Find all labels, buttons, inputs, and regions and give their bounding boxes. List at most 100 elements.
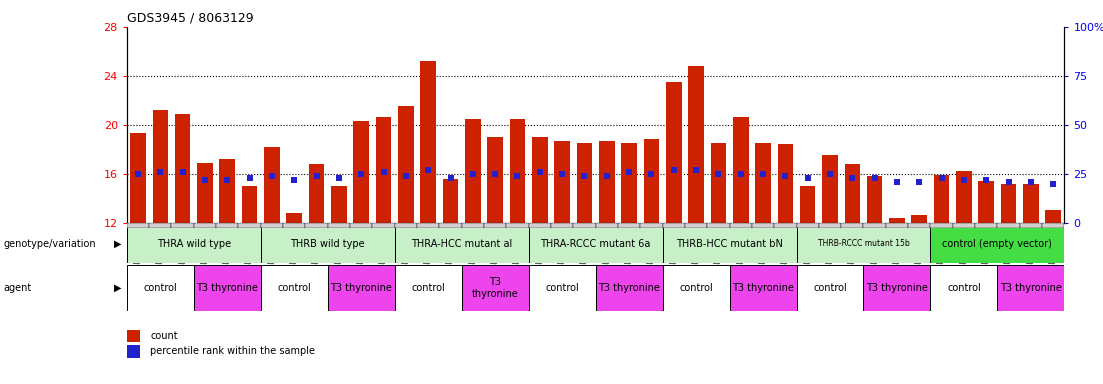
Bar — [577, 143, 592, 223]
Text: THRA-RCCC mutant 6a: THRA-RCCC mutant 6a — [540, 239, 651, 249]
Bar — [127, 223, 149, 228]
Bar — [219, 159, 235, 223]
Bar — [194, 265, 260, 311]
Bar — [260, 265, 328, 311]
Point — [844, 175, 861, 181]
Bar — [194, 223, 216, 228]
Bar — [688, 66, 704, 223]
Text: control: control — [545, 283, 579, 293]
Bar — [528, 265, 596, 311]
Bar — [528, 225, 663, 263]
Point — [709, 170, 727, 177]
Bar — [555, 141, 570, 223]
Bar — [306, 223, 328, 228]
Point — [955, 177, 973, 183]
Point — [308, 173, 325, 179]
Bar — [666, 82, 682, 223]
Point — [888, 179, 906, 185]
Bar — [818, 223, 842, 228]
Point — [821, 170, 838, 177]
Bar — [439, 223, 462, 228]
Text: THRB-RCCC mutant 15b: THRB-RCCC mutant 15b — [817, 239, 909, 248]
Bar — [127, 346, 140, 358]
Text: THRB wild type: THRB wild type — [290, 239, 365, 249]
Point — [129, 170, 147, 177]
Point — [643, 170, 661, 177]
Text: ▶: ▶ — [114, 283, 121, 293]
Bar — [127, 225, 260, 263]
Bar — [264, 147, 280, 223]
Bar — [997, 223, 1020, 228]
Bar — [395, 265, 462, 311]
Bar — [532, 137, 547, 223]
Bar — [864, 223, 886, 228]
Bar — [442, 179, 459, 223]
Text: ▶: ▶ — [114, 239, 121, 249]
Point — [397, 173, 415, 179]
Bar — [886, 223, 908, 228]
Point — [866, 175, 884, 181]
Bar — [953, 223, 975, 228]
Point — [240, 175, 258, 181]
Bar — [956, 171, 972, 223]
Point — [174, 169, 192, 175]
Text: control: control — [679, 283, 713, 293]
Bar — [395, 225, 528, 263]
Bar — [1000, 184, 1016, 223]
Point — [754, 170, 772, 177]
Bar — [911, 215, 928, 223]
Point — [352, 170, 370, 177]
Point — [486, 170, 504, 177]
Point — [196, 177, 214, 183]
Bar — [216, 223, 238, 228]
Bar — [732, 118, 749, 223]
Bar — [127, 330, 140, 342]
Point — [799, 175, 816, 181]
Bar — [644, 139, 660, 223]
Bar — [1020, 223, 1042, 228]
Text: T3 thyronine: T3 thyronine — [1000, 283, 1062, 293]
Bar — [796, 265, 864, 311]
Bar — [864, 265, 931, 311]
Bar — [1024, 184, 1039, 223]
Bar — [175, 114, 191, 223]
Text: genotype/variation: genotype/variation — [3, 239, 96, 249]
Bar — [510, 119, 525, 223]
Bar — [978, 181, 994, 223]
Text: GDS3945 / 8063129: GDS3945 / 8063129 — [127, 12, 254, 25]
Text: control: control — [411, 283, 446, 293]
Bar — [931, 223, 953, 228]
Text: control: control — [277, 283, 311, 293]
Bar — [287, 213, 302, 223]
Text: percentile rank within the sample: percentile rank within the sample — [150, 346, 315, 356]
Text: control: control — [813, 283, 847, 293]
Point — [933, 175, 951, 181]
Bar — [462, 265, 528, 311]
Point — [554, 170, 571, 177]
Bar — [528, 223, 552, 228]
Point — [576, 173, 593, 179]
Point — [330, 175, 347, 181]
Bar — [774, 223, 796, 228]
Bar — [842, 223, 864, 228]
Point — [620, 169, 638, 175]
Bar — [328, 223, 350, 228]
Bar — [260, 223, 283, 228]
Point — [419, 167, 437, 173]
Point — [687, 167, 705, 173]
Bar — [1046, 210, 1061, 223]
Text: T3 thyronine: T3 thyronine — [330, 283, 393, 293]
Point — [977, 177, 995, 183]
Bar — [621, 143, 636, 223]
Bar — [488, 137, 503, 223]
Bar — [889, 218, 904, 223]
Bar — [997, 265, 1064, 311]
Text: count: count — [150, 331, 178, 341]
Bar — [395, 223, 417, 228]
Bar — [867, 176, 882, 223]
Bar — [729, 265, 796, 311]
Bar — [640, 223, 663, 228]
Bar — [260, 225, 395, 263]
Bar — [778, 144, 793, 223]
Text: control: control — [143, 283, 178, 293]
